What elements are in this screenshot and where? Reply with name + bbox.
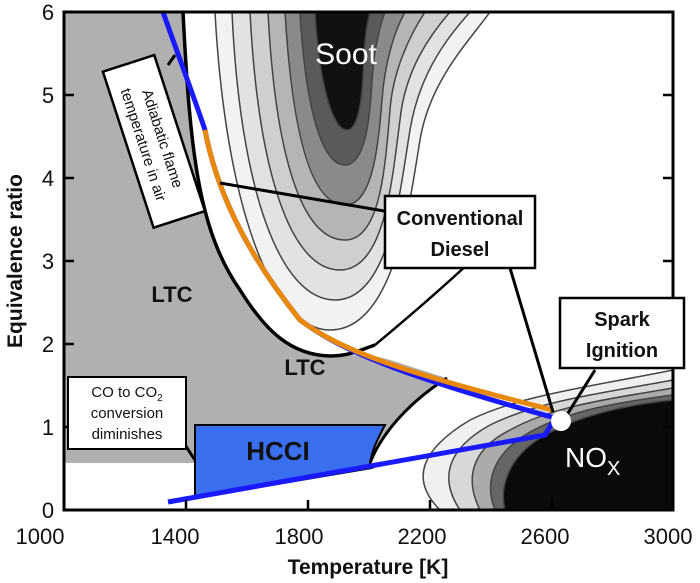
y-tick-label: 5: [42, 83, 54, 108]
conventional-diesel-line: [202, 129, 554, 413]
y-tick-label: 0: [42, 498, 54, 523]
conventional-diesel-callout: Conventional Diesel: [383, 194, 537, 270]
soot-label: Soot: [315, 38, 377, 71]
nox-label: NOX: [565, 442, 620, 480]
x-tick-label: 1400: [151, 524, 200, 549]
hcci-label: HCCI: [246, 436, 310, 466]
spark-text: Spark: [594, 309, 650, 331]
y-tick-label: 3: [42, 249, 54, 274]
x-axis-label: Temperature [K]: [288, 556, 449, 579]
co-text: conversion: [91, 405, 164, 422]
spark-ignition-callout: Spark Ignition: [558, 296, 686, 370]
spark-text: Ignition: [586, 340, 658, 362]
co-conversion-callout: CO to CO2 conversion diminishes: [67, 376, 187, 450]
soot-boundary-line: [374, 261, 471, 346]
x-tick-label: 2200: [398, 524, 447, 549]
x-tick-label: 2600: [521, 524, 570, 549]
x-tick-label: 1000: [16, 524, 65, 549]
x-tick-label: 1800: [275, 524, 324, 549]
ltc-upper-label: LTC: [151, 282, 192, 307]
ltc-boundary-upper: [181, 12, 376, 358]
y-tick-label: 1: [42, 415, 54, 440]
diesel-text: Diesel: [431, 239, 490, 261]
co-text: CO to CO2: [91, 384, 163, 404]
diesel-text: Conventional: [397, 208, 524, 230]
ltc-lower-label: LTC: [284, 355, 325, 380]
x-tick-label: 3000: [644, 524, 693, 549]
spark-ignition-point: [551, 411, 571, 431]
soot-contours: [214, 12, 491, 331]
co-text: diminishes: [92, 426, 163, 443]
y-tick-label: 6: [42, 0, 54, 25]
y-tick-label: 4: [42, 166, 54, 191]
y-axis-label: Equivalence ratio: [4, 174, 27, 348]
nox-contours: [422, 369, 673, 510]
y-tick-label: 2: [42, 332, 54, 357]
